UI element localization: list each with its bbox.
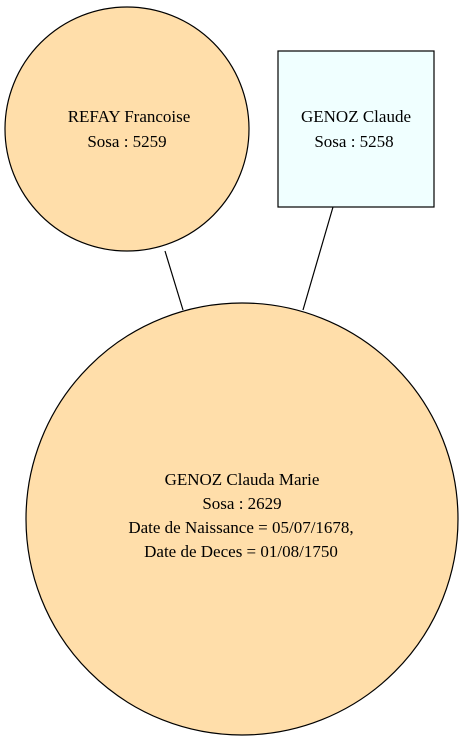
node-refay-francoise: REFAY Francoise Sosa : 5259 — [4, 6, 250, 252]
node-genoz-clauda-marie-death: Date de Deces = 01/08/1750 — [144, 542, 338, 561]
edge-mother-to-child — [164, 250, 184, 311]
node-genoz-clauda-marie-shape — [25, 302, 459, 736]
node-genoz-claude-sosa: Sosa : 5258 — [314, 132, 393, 151]
node-genoz-clauda-marie-sosa: Sosa : 2629 — [202, 494, 281, 513]
node-genoz-claude-name: GENOZ Claude — [301, 107, 411, 126]
node-genoz-clauda-marie: GENOZ Clauda Marie Sosa : 2629 Date de N… — [25, 302, 459, 736]
node-genoz-claude-shape — [277, 50, 435, 208]
node-genoz-claude: GENOZ Claude Sosa : 5258 — [277, 50, 435, 208]
edge-father-to-child — [302, 206, 334, 311]
node-refay-francoise-sosa: Sosa : 5259 — [87, 132, 166, 151]
node-genoz-clauda-marie-name: GENOZ Clauda Marie — [165, 470, 320, 489]
node-genoz-clauda-marie-birth: Date de Naissance = 05/07/1678, — [128, 518, 353, 537]
node-refay-francoise-name: REFAY Francoise — [68, 107, 191, 126]
node-refay-francoise-shape — [4, 6, 250, 252]
